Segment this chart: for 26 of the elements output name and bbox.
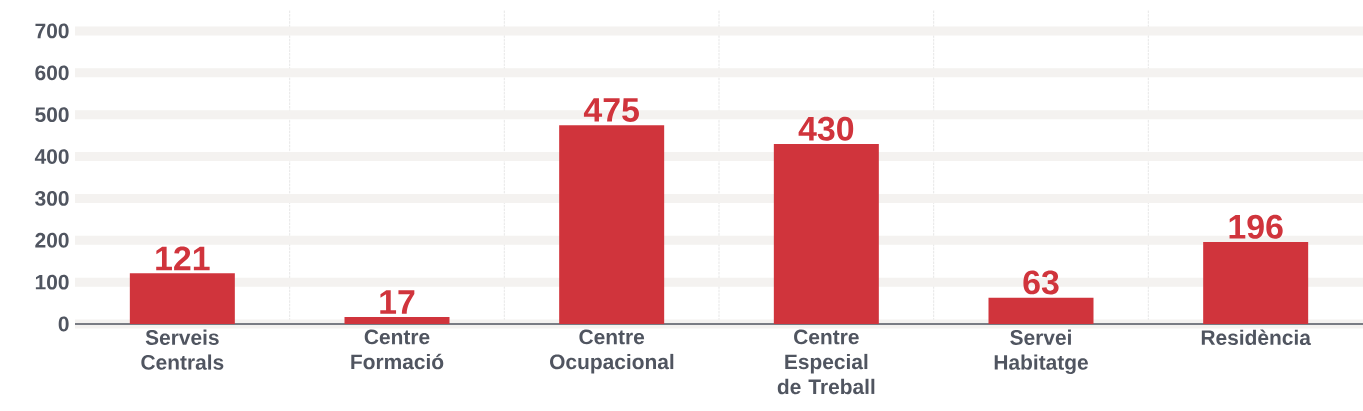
- x-tick-label: Residència: [1201, 329, 1312, 346]
- x-tick-label: Centre Especial de Treball: [777, 329, 875, 395]
- x-tick-label: Servei Habitatge: [994, 329, 1088, 375]
- bar: [129, 273, 235, 324]
- data-label: 475: [583, 98, 639, 122]
- bar: [773, 143, 879, 324]
- x-tick-label: Centre Formació: [351, 329, 444, 370]
- data-label: 196: [1229, 214, 1283, 239]
- y-tick-label: 400: [34, 149, 69, 164]
- y-tick-label: 700: [35, 23, 69, 39]
- y-tick-label: 200: [35, 232, 69, 248]
- y-tick-label: 300: [35, 190, 69, 206]
- y-tick-label: 0: [58, 316, 69, 332]
- bar: [1203, 241, 1309, 324]
- data-label: 121: [156, 246, 210, 271]
- bar: [344, 316, 450, 324]
- y-tick-label: 500: [35, 107, 69, 123]
- x-tick-label: Centre Ocupacional: [550, 329, 674, 374]
- bar: [988, 297, 1094, 324]
- data-label: 430: [798, 116, 854, 141]
- data-label: 63: [1023, 270, 1059, 295]
- y-tick-label: 600: [35, 65, 69, 81]
- x-tick-label: Serveis Centrals: [141, 329, 224, 370]
- bar: [559, 125, 665, 324]
- y-tick-label: 100: [35, 274, 69, 290]
- data-label: 17: [380, 290, 415, 314]
